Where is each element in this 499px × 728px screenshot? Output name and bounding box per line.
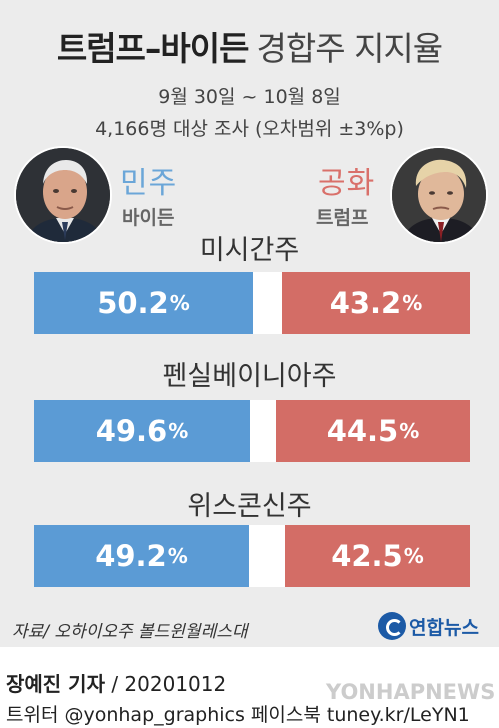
percent-sign: % <box>168 419 189 443</box>
value-label-rep: 44.5 <box>326 414 399 448</box>
bar-row: 49.2% 42.5% <box>34 525 470 587</box>
value-label-rep: 42.5 <box>331 539 403 573</box>
logo-text: 연합뉴스 <box>409 616 479 639</box>
survey-method: 4,166명 대상 조사 (오차범위 ±3%p) <box>95 118 404 140</box>
bar-rep: 44.5% <box>276 400 470 462</box>
bar-dem: 49.2% <box>34 525 249 587</box>
state-label: 펜실베이니아주 <box>162 361 337 392</box>
yonhap-logo: 연합뉴스 <box>378 612 479 640</box>
biden-portrait-image <box>16 148 110 242</box>
bar-row: 50.2% 43.2% <box>34 272 470 334</box>
state-label: 미시간주 <box>199 235 300 266</box>
percent-sign: % <box>399 419 420 443</box>
yonhap-logo-icon <box>378 612 406 640</box>
title-light: 경합주 지지율 <box>256 29 444 68</box>
candidate-label-rep: 트럼프 <box>316 207 369 229</box>
value-label-dem: 49.2 <box>95 539 167 573</box>
percent-sign: % <box>403 544 424 568</box>
candidate-label-dem: 바이든 <box>122 207 175 229</box>
value-label-rep: 43.2 <box>329 286 402 320</box>
trump-portrait-image <box>392 148 486 242</box>
chart-title: 트럼프–바이든 경합주 지지율 <box>0 22 499 70</box>
state-label: 위스콘신주 <box>187 491 312 522</box>
percent-sign: % <box>402 291 423 315</box>
bar-dem: 49.6% <box>34 400 250 462</box>
value-label-dem: 49.6 <box>95 414 168 448</box>
infographic-card: 트럼프–바이든 경합주 지지율 9월 30일 ~ 10월 8일 4,166명 대상… <box>0 0 499 647</box>
value-label-dem: 50.2 <box>97 286 169 320</box>
reporter-credit: 장예진 기자 / 20201012 <box>6 668 226 697</box>
bar-rep: 43.2% <box>282 272 470 334</box>
party-label-dem: 민주 <box>120 166 178 201</box>
bar-dem: 50.2% <box>34 272 253 334</box>
title-bold: 트럼프–바이든 <box>56 29 250 68</box>
reporter-date: / 20201012 <box>104 672 227 696</box>
bar-rep: 42.5% <box>285 525 470 587</box>
sns-links: 트위터 @yonhap_graphics 페이스북 tuney.kr/LeYN1 <box>6 704 470 726</box>
percent-sign: % <box>169 291 190 315</box>
percent-sign: % <box>167 544 188 568</box>
source-note: 자료/ 오하이오주 볼드윈월레스대 <box>12 622 248 642</box>
party-label-rep: 공화 <box>318 166 376 201</box>
bar-row: 49.6% 44.5% <box>34 400 470 462</box>
biden-portrait <box>14 146 112 244</box>
watermark: YONHAPNEWS <box>326 680 496 704</box>
trump-portrait <box>390 146 488 244</box>
reporter-name: 장예진 기자 <box>6 672 105 696</box>
survey-period: 9월 30일 ~ 10월 8일 <box>158 86 341 108</box>
